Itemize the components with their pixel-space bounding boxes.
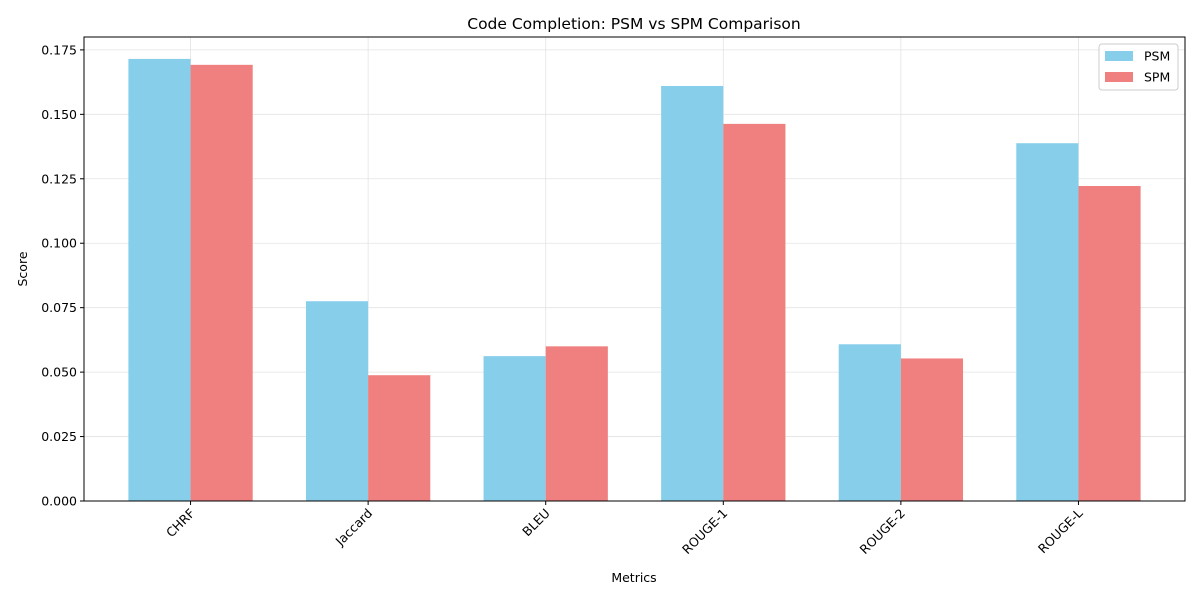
chart-title: Code Completion: PSM vs SPM Comparison [467,15,801,33]
x-axis-label: Metrics [611,570,656,585]
y-tick-label: 0.125 [41,171,77,186]
legend: PSM SPM [1098,43,1179,91]
legend-label-spm: SPM [1144,70,1170,85]
x-tick-label: ROUGE-2 [857,506,908,557]
bar-spm-jaccard [368,375,431,501]
y-tick-label: 0.175 [41,42,77,57]
bar-psm-chrf [128,58,191,502]
bar-spm-rouge-2 [900,358,964,501]
bar-psm-rouge-l [1016,143,1079,501]
x-tick-label: Jaccard [332,506,376,550]
y-tick-label: 0.025 [41,429,77,444]
x-tick-label: CHRF [163,506,198,541]
legend-swatch-psm [1105,51,1133,61]
y-tick-label: 0.000 [41,494,77,509]
y-axis-label: Score [15,251,30,286]
y-axis: 0.000 0.025 0.050 0.075 0.100 0.125 0.150 0.175 [41,42,84,509]
bar-psm-rouge-2 [838,344,901,501]
bar-spm-chrf [190,64,253,501]
bars [128,58,1141,502]
x-axis: CHRF Jaccard BLEU ROUGE-1 ROUGE-2 ROUGE-L [163,501,1086,557]
y-tick-label: 0.150 [41,107,77,122]
x-tick-label: ROUGE-L [1035,505,1086,556]
y-tick-label: 0.050 [41,365,77,380]
y-tick-label: 0.075 [41,300,77,315]
bar-psm-bleu [483,356,546,501]
plot-frame [83,36,1186,502]
x-tick-label: ROUGE-1 [679,506,730,557]
legend-swatch-spm [1105,72,1133,82]
bar-spm-rouge-1 [723,123,786,502]
bar-spm-bleu [545,346,608,501]
y-tick-label: 0.100 [41,236,77,251]
legend-label-psm: PSM [1144,49,1170,64]
bar-psm-jaccard [305,301,369,501]
x-tick-label: BLEU [519,506,553,540]
bar-psm-rouge-1 [661,85,724,501]
bar-spm-rouge-l [1078,185,1141,502]
